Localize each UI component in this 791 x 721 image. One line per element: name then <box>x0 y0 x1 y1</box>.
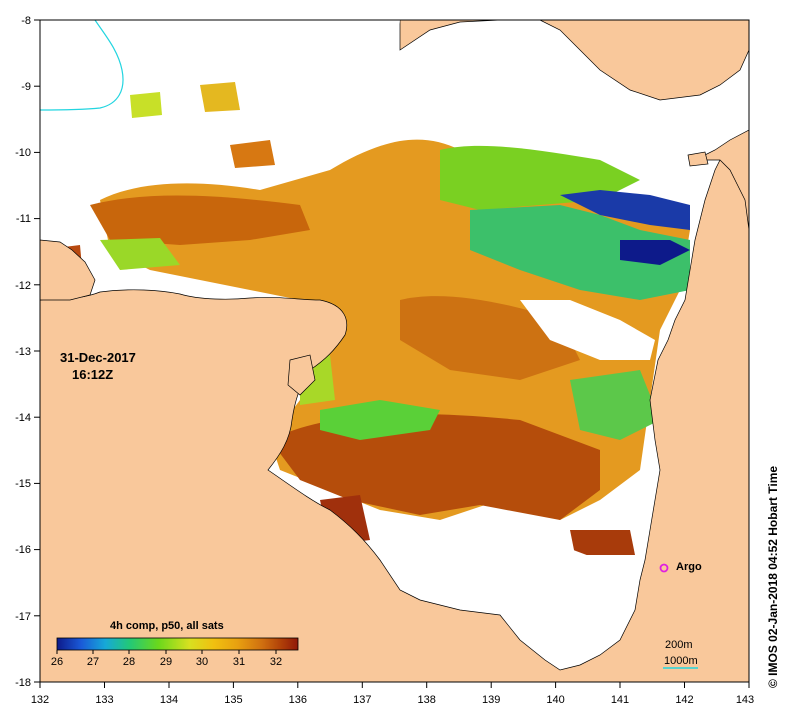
no-data-north <box>40 20 400 90</box>
lat-label: -10 <box>15 147 31 159</box>
lon-label: 138 <box>418 694 436 706</box>
land-island <box>687 151 709 167</box>
lat-label: -15 <box>15 478 31 490</box>
lat-label: -14 <box>15 412 31 424</box>
lon-label: 135 <box>224 694 242 706</box>
lat-label: -8 <box>21 15 31 27</box>
lat-ticks <box>34 19 40 683</box>
lon-label: 139 <box>482 694 500 706</box>
cool-patch-west <box>100 238 180 270</box>
lat-label: -9 <box>21 81 31 93</box>
lon-label: 132 <box>31 694 49 706</box>
lat-label: -11 <box>16 213 31 225</box>
lon-label: 133 <box>95 694 113 706</box>
colorbar-tick-label: 28 <box>122 656 136 668</box>
cold-sst-patch <box>620 240 690 265</box>
argo-marker-icon[interactable] <box>659 563 669 573</box>
hot-sst-region-south <box>270 414 600 520</box>
lat-label: -13 <box>15 346 31 358</box>
argo-label: Argo <box>676 561 702 573</box>
warm-patch-small <box>200 82 240 112</box>
land-cape-york <box>694 129 749 231</box>
cool-patch-eastcoast <box>570 370 660 440</box>
colorbar-tick-label: 32 <box>269 656 283 668</box>
cool-patch-small <box>130 92 162 118</box>
scale-1000m-label: 1000m <box>664 655 698 667</box>
lat-label: -16 <box>15 544 31 556</box>
no-data-gulf-south <box>410 520 620 650</box>
lat-label: -17 <box>15 611 31 623</box>
land-new-guinea <box>399 20 749 101</box>
warm-patch-north <box>230 140 275 168</box>
land-cobourg <box>40 239 96 301</box>
lon-label: 136 <box>289 694 307 706</box>
cyan-boundary-line <box>40 20 124 111</box>
time-label: 16:12Z <box>72 367 114 382</box>
land-australia-mainland <box>40 129 749 682</box>
lon-label: 134 <box>160 694 178 706</box>
lon-label: 142 <box>675 694 693 706</box>
colorbar-tick-label: 30 <box>195 656 209 668</box>
lat-label: -12 <box>15 280 31 292</box>
colorbar-title: 4h comp, p50, all sats <box>110 620 224 632</box>
lon-label: 137 <box>353 694 371 706</box>
hot-sst-region-west <box>90 195 310 245</box>
lon-ticks <box>39 682 750 688</box>
scale-200m-label: 200m <box>665 639 693 651</box>
lon-label: 143 <box>736 694 754 706</box>
colorbar-tick-label: 31 <box>232 656 246 668</box>
lon-label: 140 <box>546 694 564 706</box>
hot-patch-southeast <box>570 530 635 555</box>
no-data-gulf-east <box>520 300 655 360</box>
sst-data-layer <box>40 25 690 555</box>
lat-label: -18 <box>15 677 31 689</box>
lon-tick-labels: 132 133 134 135 136 137 138 139 140 141 … <box>31 694 754 706</box>
cold-sst-band <box>560 190 690 230</box>
colorbar-ticks <box>56 650 277 654</box>
cool-sst-region-east <box>470 205 690 300</box>
cool-patch-gulf <box>320 400 440 440</box>
land-groote <box>287 354 316 396</box>
date-label: 31-Dec-2017 <box>60 350 136 365</box>
lon-label: 141 <box>611 694 629 706</box>
colorbar-tick-label: 29 <box>159 656 173 668</box>
imos-footer: © IMOS 02-Jan-2018 04:52 Hobart Time <box>766 465 780 688</box>
colorbar-tick-label: 26 <box>50 656 64 668</box>
colorbar-tick-label: 27 <box>86 656 100 668</box>
colorbar <box>56 637 299 651</box>
lat-tick-labels: -8 -9 -10 -11 -12 -13 -14 -15 -16 -17 -1… <box>15 15 31 689</box>
